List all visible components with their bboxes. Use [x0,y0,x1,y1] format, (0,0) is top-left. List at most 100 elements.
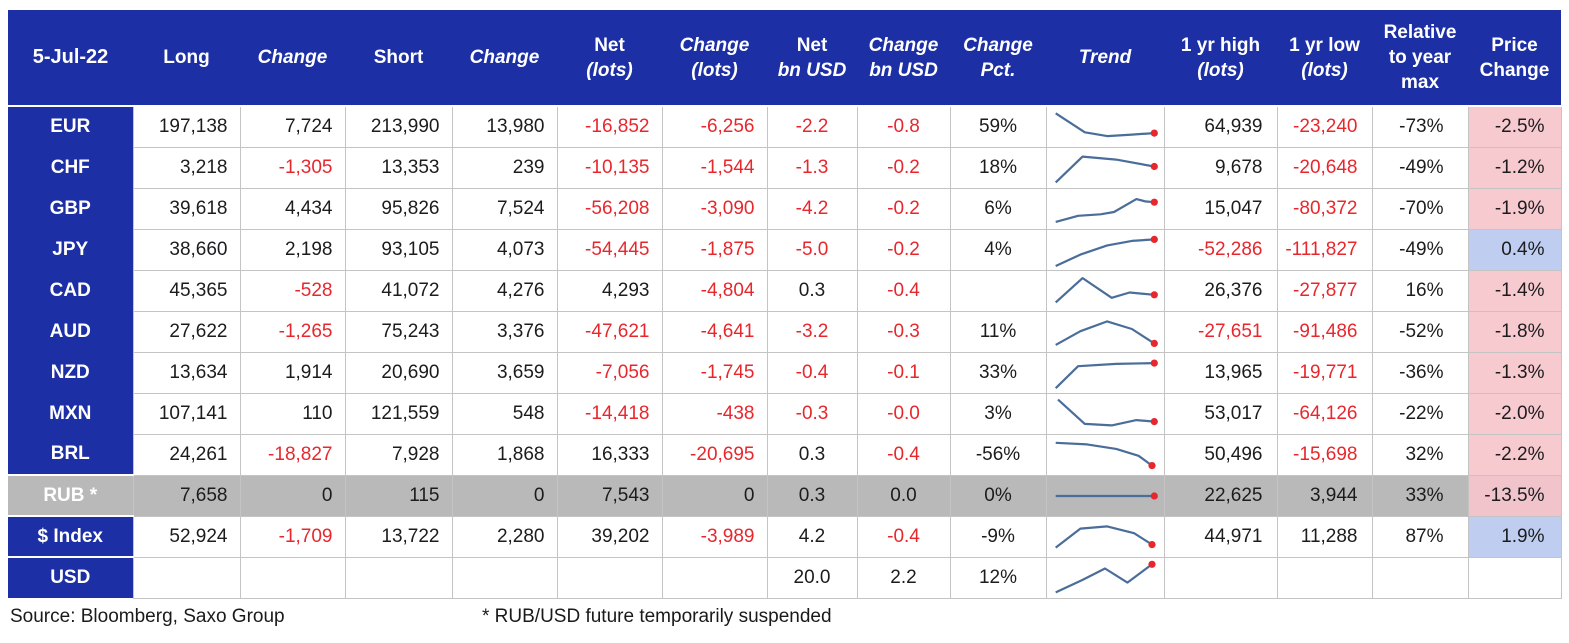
cell-change_bn: -0.4 [856,515,951,558]
row-label: CHF [8,147,133,188]
table-row-aud: AUD 27,622 -1,265 75,243 3,376 -47,621 -4,641-… [8,310,1562,353]
cell-rel_max: -70% [1371,187,1469,230]
cell-change2: 2,280 [451,515,558,558]
col-header-text: bn USD [869,59,938,81]
cell-change_lots: -438 [661,392,768,435]
trend-endpoint-dot [1148,560,1156,568]
col-header-text: Long [163,47,210,68]
cell-short: 13,722 [344,515,453,558]
trend-endpoint-dot [1150,418,1158,426]
cell-change1: 4,434 [239,187,346,230]
cell-yr_high: 50,496 [1163,433,1278,476]
cell-change2: 239 [451,146,558,189]
trend-line-icon [1055,525,1156,549]
col-header-text: Change [868,34,939,56]
cell-long: 24,261 [132,433,241,476]
cell-net_bn: -0.3 [766,392,858,435]
cell-rel_max: 33% [1371,474,1469,517]
cell-short: 7,928 [344,433,453,476]
cell-change1: 0 [239,474,346,517]
cell-long: 38,660 [132,228,241,271]
cell-change_pct: 0% [949,474,1047,517]
cell-price_chg: -1.3% [1467,351,1562,394]
cell-long: 197,138 [132,105,241,148]
cell-yr_high: 22,625 [1163,474,1278,517]
cell-net_lots: 7,543 [556,474,663,517]
cell-yr_low [1276,556,1373,599]
row-label: GBP [8,188,133,229]
col-header-net_bn: Net bn USD [767,10,857,107]
cell-net_bn: -0.4 [766,351,858,394]
cell-change_lots: -3,090 [661,187,768,230]
cell-net_bn: -2.2 [766,105,858,148]
cell-change1: -1,265 [239,310,346,353]
trend-line-icon [1054,359,1158,389]
table-row-nzd: NZD 13,634 1,914 20,690 3,659 -7,056 -1,745 -0.… [8,351,1562,394]
cell-net_lots: -47,621 [556,310,663,353]
cell-rel_max: -49% [1371,146,1469,189]
col-header-long: Long [133,10,240,107]
col-header-text: Price [1491,34,1538,56]
cell-change2: 7,524 [451,187,558,230]
col-header-yr_high: 1 yr high (lots) [1164,10,1277,107]
cell-change2: 3,376 [451,310,558,353]
cell-change1: 7,724 [239,105,346,148]
col-header-text: max [1400,72,1440,93]
trend-endpoint-dot [1150,291,1158,299]
cell-short: 75,243 [344,310,453,353]
trend-line-icon [1055,320,1158,347]
trend-sparkline-cell [1045,310,1165,353]
table-row-mxn: MXN 107,141 110 121,559 548 -14,418 -438 -0.3 -0… [8,392,1562,435]
trend-line-icon [1057,398,1158,427]
source-note: Source: Bloomberg, Saxo Group [10,605,285,627]
cell-net_bn: 0.3 [766,474,858,517]
trend-line-icon [1055,492,1158,500]
cell-long: 27,622 [132,310,241,353]
cell-change1: -18,827 [239,433,346,476]
cell-short [344,556,453,599]
cell-net_lots: -54,445 [556,228,663,271]
cell-change_pct: -56% [949,433,1047,476]
cell-price_chg: -2.0% [1467,392,1562,435]
table-row-usd: USD 20.0 2.2 12% [8,556,1562,599]
cell-change2: 13,980 [451,105,558,148]
cell-yr_high: 26,376 [1163,269,1278,312]
col-header-text: (lots) [1197,59,1244,81]
cell-rel_max: 32% [1371,433,1469,476]
table-row-cad: CAD 45,365 -528 41,072 4,276 4,293 -4,804 0.3 -0… [8,269,1562,312]
cell-price_chg: 0.4% [1467,228,1562,271]
row-label: MXN [8,393,133,434]
cell-long: 107,141 [132,392,241,435]
cell-net_lots: 16,333 [556,433,663,476]
row-label: USD [8,556,133,598]
cell-long: 3,218 [132,146,241,189]
cell-change2: 4,073 [451,228,558,271]
cell-change_bn: -0.2 [856,146,951,189]
cell-change_pct: 4% [949,228,1047,271]
table-row-gbp: GBP 39,618 4,434 95,826 7,524 -56,208 -3,090 -4… [8,187,1562,230]
cell-yr_high [1163,556,1278,599]
cell-price_chg: -1.2% [1467,146,1562,189]
trend-endpoint-dot [1150,129,1158,137]
cell-yr_low: -64,126 [1276,392,1373,435]
col-header-text: Short [373,47,424,68]
table-row-chf: CHF 3,218 -1,305 13,353 239 -10,135 -1,544 -1.3… [8,146,1562,189]
trend-line-icon [1055,560,1156,594]
col-header-rel_max: Relative to year max [1372,10,1468,107]
col-header-text: Trend [1078,47,1132,68]
cell-change_pct [949,269,1047,312]
trend-line-icon [1055,441,1156,470]
cell-net_bn: 20.0 [766,556,858,599]
cell-yr_high: 44,971 [1163,515,1278,558]
col-header-text: 1 yr high [1180,34,1261,56]
trend-sparkline-cell [1045,392,1165,435]
cell-change2: 0 [451,474,558,517]
table-body: EUR 197,138 7,724 213,990 13,980 -16,852 -6,25… [8,105,1562,599]
cell-net_bn: 0.3 [766,433,858,476]
cell-long: 39,618 [132,187,241,230]
header-row: 5-Jul-22 Long Change Short Change Net (lots) Ch… [8,10,1561,107]
cell-net_lots: -16,852 [556,105,663,148]
trend-line-icon [1055,235,1158,267]
row-label: NZD [8,352,133,393]
cell-change1: 2,198 [239,228,346,271]
